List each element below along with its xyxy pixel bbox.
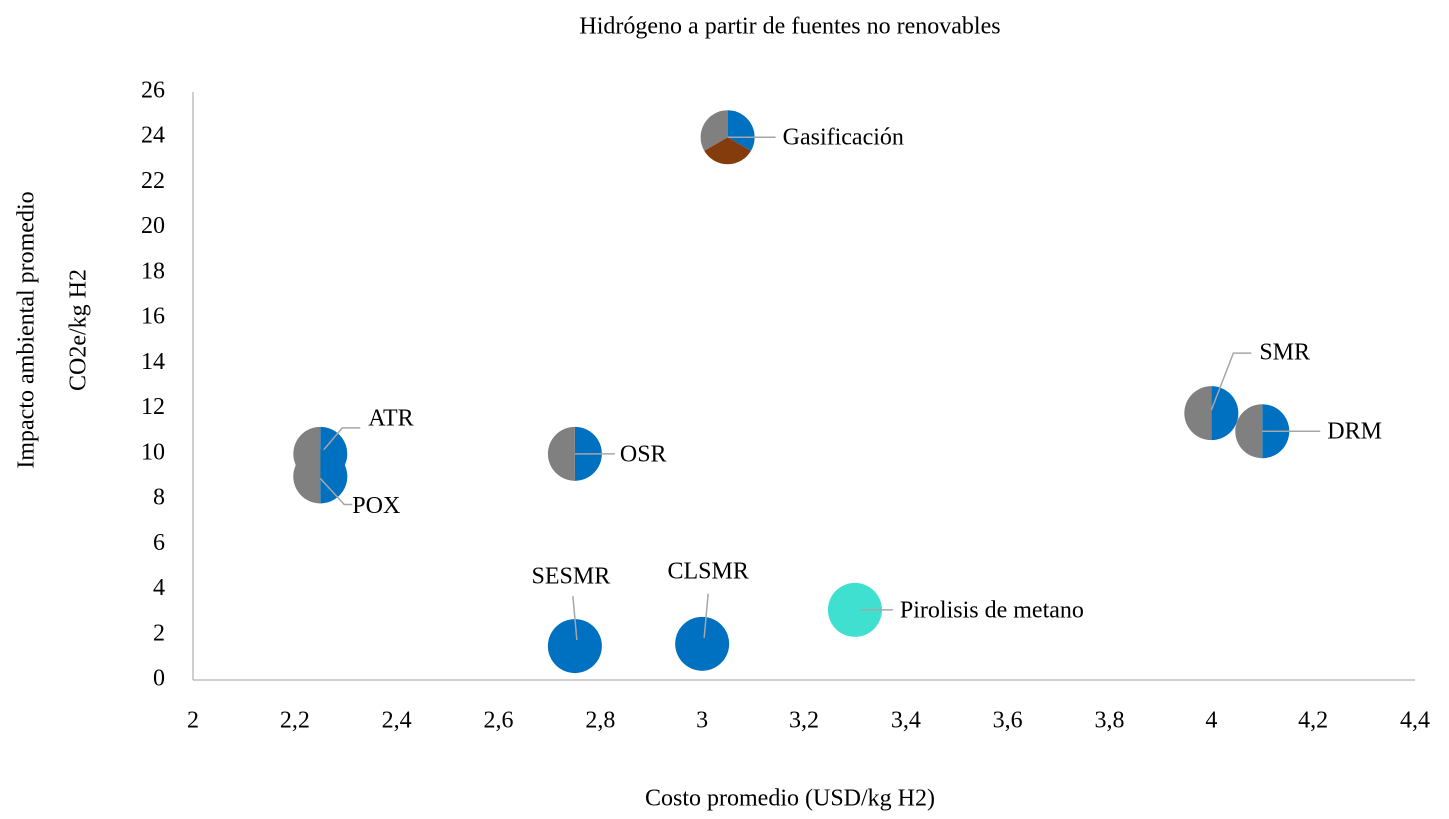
y-tick-label: 12 xyxy=(141,394,165,420)
y-tick-label: 18 xyxy=(141,258,165,284)
x-tick-label: 4 xyxy=(1205,708,1217,734)
pie-slice xyxy=(547,619,602,674)
y-tick-label: 26 xyxy=(141,78,165,104)
pie-marker xyxy=(700,110,755,165)
pie-marker xyxy=(675,616,730,671)
leader-line xyxy=(1210,352,1252,411)
x-axis-title: Costo promedio (USD/kg H2) xyxy=(645,786,935,812)
point-label: SMR xyxy=(1259,340,1310,366)
y-tick-label: 20 xyxy=(141,213,165,239)
x-tick-label: 2,4 xyxy=(382,708,412,734)
pie-slice xyxy=(700,110,728,151)
x-tick-label: 2 xyxy=(187,708,199,734)
point-label: SESMR xyxy=(532,564,611,590)
y-axis-title: CO2e/kg H2 xyxy=(66,269,92,391)
y-tick-label: 6 xyxy=(153,530,165,556)
x-tick-label: 4,4 xyxy=(1400,708,1430,734)
pie-marker xyxy=(293,449,348,504)
point-label: Pirolisis de metano xyxy=(900,597,1084,623)
pie-slice xyxy=(1235,404,1263,459)
x-tick-label: 3,4 xyxy=(891,708,921,734)
y-tick-label: 22 xyxy=(141,168,165,194)
pie-slice xyxy=(320,449,348,504)
y-tick-label: 14 xyxy=(141,349,165,375)
y-tick-label: 2 xyxy=(153,620,165,646)
pie-slice xyxy=(675,616,730,671)
x-tick-label: 2,6 xyxy=(484,708,514,734)
x-tick-label: 2,2 xyxy=(280,708,310,734)
point-label: DRM xyxy=(1327,419,1382,445)
y-tick-label: 16 xyxy=(141,304,165,330)
point-label: ATR xyxy=(368,405,413,431)
chart-title: Hidrógeno a partir de fuentes no renovab… xyxy=(579,14,1000,40)
leader-line xyxy=(572,596,578,641)
point-label: CLSMR xyxy=(667,558,748,584)
point-label: Gasificación xyxy=(783,125,904,151)
x-tick-label: 3,8 xyxy=(1095,708,1125,734)
x-tick-label: 4,2 xyxy=(1298,708,1328,734)
y-axis-title: Impacto ambiental promedio xyxy=(14,191,40,468)
pie-slice xyxy=(1184,386,1212,441)
y-tick-label: 4 xyxy=(153,575,165,601)
pie-slice xyxy=(293,449,321,504)
leader-line xyxy=(319,477,353,506)
leader-line xyxy=(703,593,709,638)
pie-marker xyxy=(827,582,882,637)
x-tick-label: 2,8 xyxy=(585,708,615,734)
point-label: POX xyxy=(352,493,400,519)
y-tick-label: 0 xyxy=(153,666,165,692)
pie-slice xyxy=(1211,386,1239,441)
pie-marker xyxy=(547,619,602,674)
y-tick-label: 24 xyxy=(141,123,165,149)
pie-slice xyxy=(547,426,575,481)
y-tick-label: 10 xyxy=(141,439,165,465)
leader-line xyxy=(319,427,361,455)
pie-marker xyxy=(1184,386,1239,441)
x-tick-label: 3,2 xyxy=(789,708,819,734)
x-tick-label: 3,6 xyxy=(993,708,1023,734)
point-label: OSR xyxy=(620,441,667,467)
y-tick-label: 8 xyxy=(153,485,165,511)
x-tick-label: 3 xyxy=(696,708,708,734)
pie-slice xyxy=(827,582,882,637)
pie-slice xyxy=(727,110,755,151)
